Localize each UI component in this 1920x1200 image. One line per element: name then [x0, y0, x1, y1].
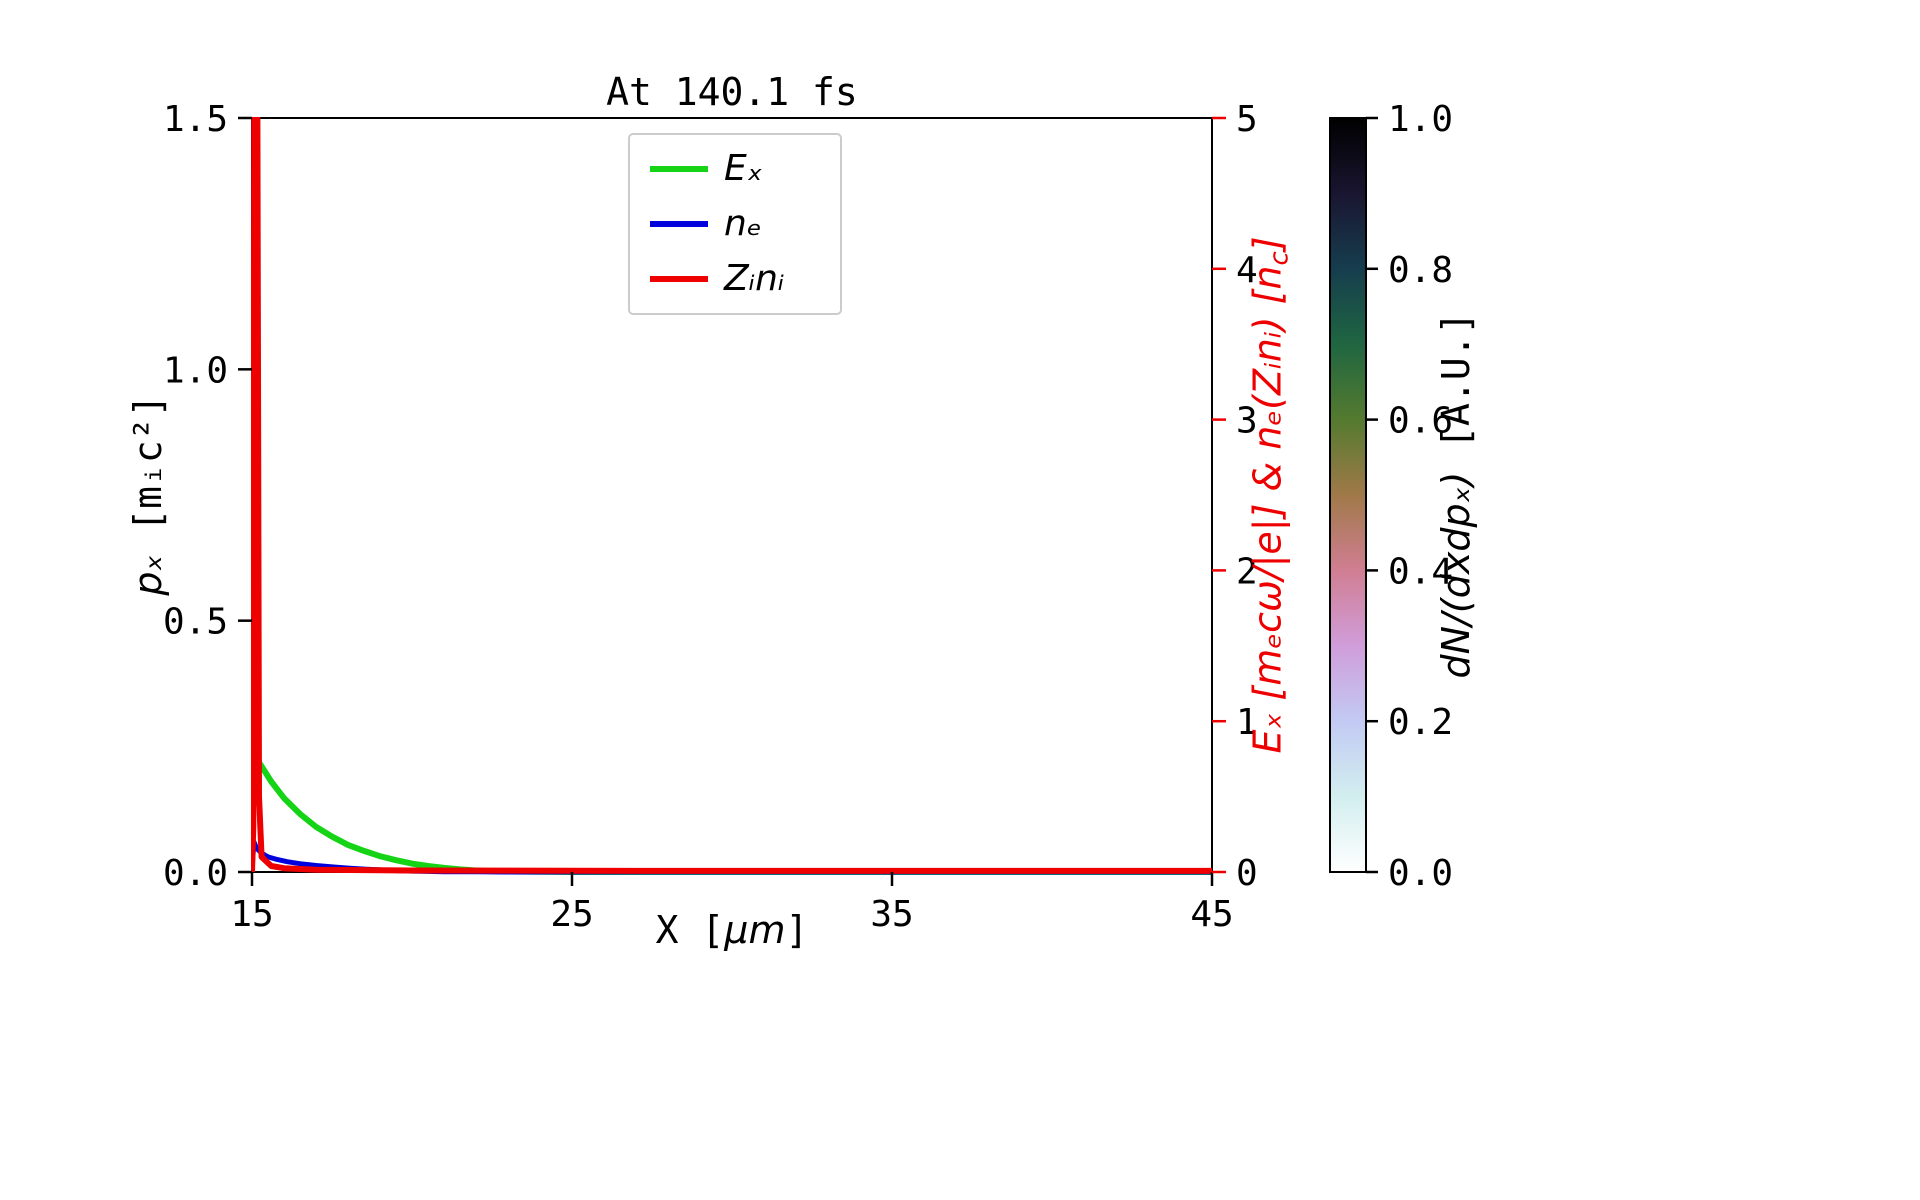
y-axis-label-left-var: pₓ: [126, 554, 170, 596]
colorbar-label: dN/(dxdpₓ) [A.U.]: [1434, 312, 1478, 679]
colorbar-tick-label: 0.2: [1388, 702, 1453, 743]
colorbar-tick-label: 0.6: [1388, 401, 1453, 442]
y-axis-label-right: Eₓ [mₑcω/|e|] & nₑ(Zᵢnᵢ) [nc]: [1245, 236, 1294, 753]
legend-line-ne-swatch: [650, 221, 708, 227]
y-right-tick-label: 4: [1236, 250, 1258, 291]
x-axis-label: X [μm]: [252, 908, 1212, 952]
y-right-tick-label: 5: [1236, 99, 1258, 140]
y-axis-label-right-post: ]: [1245, 236, 1290, 252]
x-axis-label-mu: μm: [724, 908, 786, 952]
y-left-tick-label: 0.0: [163, 853, 228, 894]
y-axis-label-right-sub: c: [1264, 251, 1295, 266]
y-axis-label-left-unit: [mᵢc²]: [126, 394, 170, 555]
series-layer: [251, 117, 1212, 875]
y-right-tick-label: 0: [1236, 853, 1258, 894]
y-left-tick-label: 0.5: [163, 602, 228, 643]
y-left-tick-label: 1.0: [163, 350, 228, 391]
legend-item-ex: Eₓ: [650, 151, 820, 187]
colorbar-label-unit: [A.U.]: [1434, 311, 1478, 472]
legend-label-ne: nₑ: [724, 203, 762, 244]
x-axis-label-post: ]: [785, 908, 809, 952]
legend-line-zini-swatch: [650, 276, 708, 282]
colorbar-gradient: [1329, 117, 1367, 873]
x-tick-label: 45: [1190, 894, 1233, 935]
y-right-tick-label: 1: [1236, 702, 1258, 743]
colorbar-tick-label: 0.4: [1388, 551, 1453, 592]
colorbar-tick-label: 1.0: [1388, 99, 1453, 140]
colorbar: 0.0 0.2 0.4 0.6 0.8 1.0: [1329, 99, 1453, 894]
colorbar-tick-label: 0.8: [1388, 250, 1453, 291]
y-axis-label-left: pₓ [mᵢc²]: [126, 394, 170, 595]
x-tick-label: 25: [550, 894, 593, 935]
legend-line-ex-swatch: [650, 166, 708, 172]
x-tick-label: 15: [230, 894, 273, 935]
legend-label-zini: Zᵢnᵢ: [724, 258, 785, 299]
y-right-tick-label: 3: [1236, 401, 1258, 442]
legend-label-ex: Eₓ: [724, 148, 763, 189]
legend-item-zini: Zᵢnᵢ: [650, 261, 820, 297]
y-left-tick-label: 1.5: [163, 99, 228, 140]
y-right-tick-label: 2: [1236, 551, 1258, 592]
chart-title: At 140.1 fs: [606, 70, 858, 114]
series-Ex: [251, 751, 1212, 875]
x-tick-label: 35: [870, 894, 913, 935]
colorbar-tick-label: 0.0: [1388, 853, 1453, 894]
colorbar-label-var: dN/(dxdpₓ): [1434, 471, 1478, 679]
series-Zi_ni: [251, 117, 1212, 874]
legend: Eₓ nₑ Zᵢnᵢ: [628, 133, 842, 315]
x-axis-label-pre: X [: [655, 908, 725, 952]
y-axis-label-right-main: Eₓ [mₑcω/|e|] & nₑ(Zᵢnᵢ) [n: [1245, 265, 1290, 754]
legend-item-ne: nₑ: [650, 206, 820, 242]
